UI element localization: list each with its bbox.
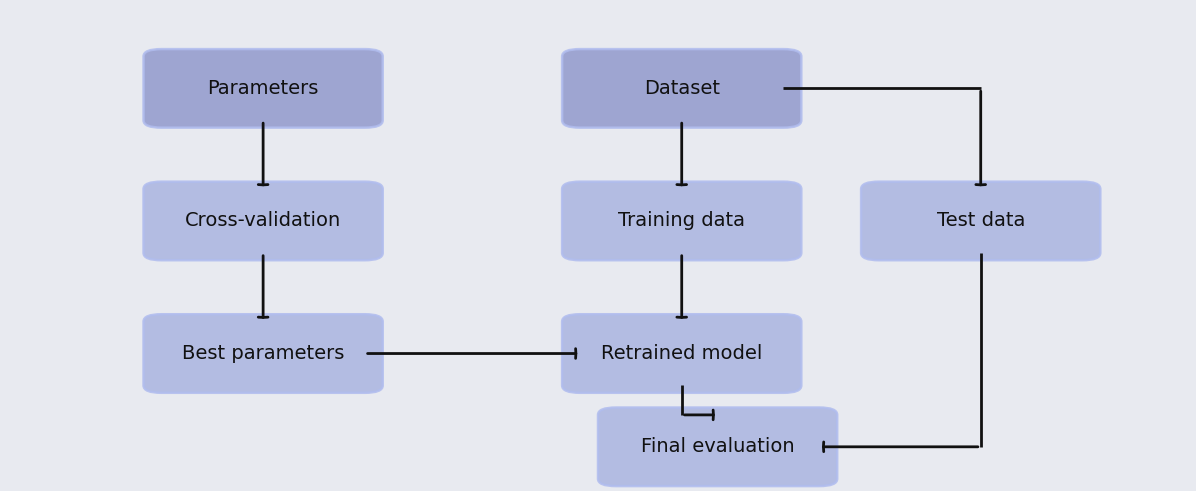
FancyBboxPatch shape xyxy=(144,182,383,260)
Text: Retrained model: Retrained model xyxy=(602,344,762,363)
Text: Dataset: Dataset xyxy=(643,79,720,98)
Text: Final evaluation: Final evaluation xyxy=(641,437,794,456)
FancyBboxPatch shape xyxy=(562,182,801,260)
Text: Training data: Training data xyxy=(618,212,745,230)
Text: Best parameters: Best parameters xyxy=(182,344,344,363)
FancyBboxPatch shape xyxy=(562,314,801,393)
Text: Parameters: Parameters xyxy=(207,79,319,98)
FancyBboxPatch shape xyxy=(861,182,1100,260)
Text: Cross-validation: Cross-validation xyxy=(185,212,341,230)
FancyBboxPatch shape xyxy=(144,314,383,393)
FancyBboxPatch shape xyxy=(562,49,801,128)
Text: Test data: Test data xyxy=(936,212,1025,230)
FancyBboxPatch shape xyxy=(598,408,837,486)
FancyBboxPatch shape xyxy=(144,49,383,128)
